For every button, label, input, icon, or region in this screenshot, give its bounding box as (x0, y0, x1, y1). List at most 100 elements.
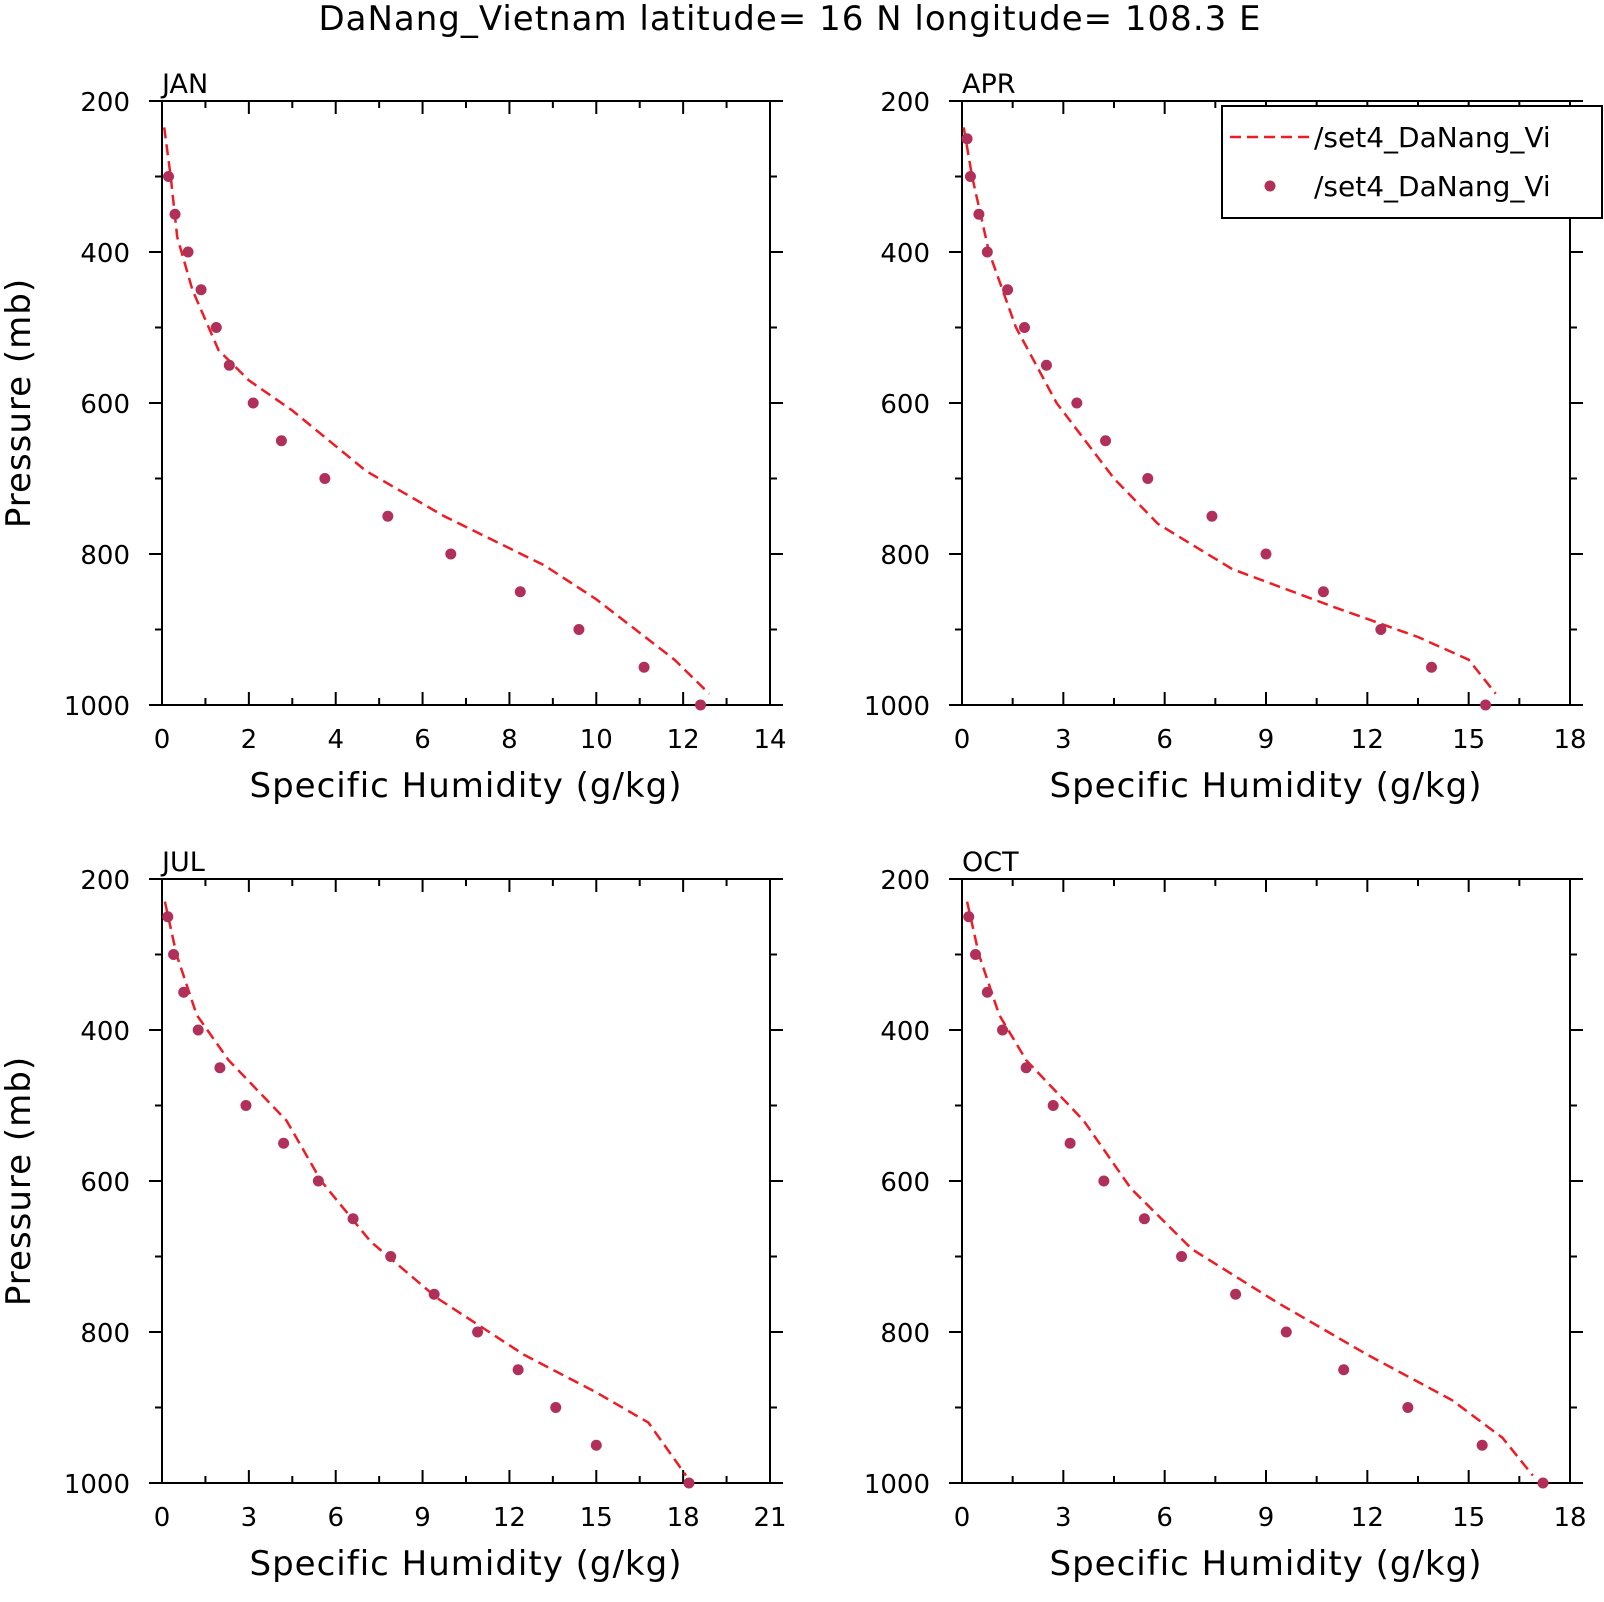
obs-data-point (997, 1024, 1009, 1036)
obs-data-point (195, 284, 207, 296)
obs-data-point (970, 949, 982, 960)
x-tick-label: 9 (1258, 725, 1275, 755)
obs-data-point (1338, 1364, 1350, 1376)
x-tick-label: 6 (1156, 725, 1173, 755)
obs-data-point (512, 1364, 524, 1376)
x-tick-label: 15 (1452, 725, 1485, 755)
panel-label: APR (962, 69, 1016, 100)
obs-data-point (214, 1062, 226, 1074)
obs-data-point (1280, 1326, 1292, 1338)
obs-data-point (312, 1175, 324, 1187)
obs-data-point (1426, 661, 1438, 673)
obs-data-point (514, 586, 526, 598)
obs-data-point (1002, 284, 1014, 296)
y-tick-label: 1000 (64, 1470, 130, 1500)
y-tick-label: 1000 (864, 1470, 930, 1500)
obs-data-point (1476, 1439, 1488, 1451)
x-tick-label: 9 (414, 1503, 431, 1533)
plot-frame (961, 878, 1571, 1484)
obs-data-point (573, 624, 585, 635)
obs-data-point (1317, 586, 1329, 598)
plot-frame (161, 878, 771, 1484)
x-tick-label: 15 (580, 1503, 613, 1533)
obs-data-point (445, 548, 457, 560)
model-profile-line (163, 901, 688, 1477)
chart-panel-apr: APR 0 3 6 9 12 15 18 200 400 600 800 1000 Specific Hu… (864, 69, 1587, 806)
y-tick-label: 600 (80, 1168, 130, 1198)
y-tick-label: 600 (80, 390, 130, 420)
y-tick-label: 400 (80, 239, 130, 269)
x-tick-label: 12 (493, 1503, 526, 1533)
x-tick-label: 6 (414, 725, 431, 755)
y-tick-label: 800 (880, 541, 930, 571)
obs-data-point (1020, 1062, 1032, 1074)
x-axis-label: Specific Humidity (g/kg) (1050, 1544, 1483, 1584)
y-axis-label: Pressure (mb) (0, 278, 39, 528)
obs-data-point (1480, 699, 1492, 711)
y-axis-label: Pressure (mb) (0, 1056, 39, 1306)
panel-label: JAN (160, 69, 208, 100)
y-tick-label: 600 (880, 390, 930, 420)
y-tick-label: 1000 (64, 692, 130, 722)
obs-data-point (963, 911, 975, 923)
obs-data-point (683, 1477, 695, 1489)
obs-data-point (981, 246, 993, 258)
obs-data-point (961, 133, 973, 145)
obs-data-point (973, 208, 985, 220)
obs-data-point (638, 661, 650, 673)
y-tick-label: 800 (80, 541, 130, 571)
obs-data-point (1018, 322, 1030, 333)
chart-panel-oct: OCT 0 3 6 9 12 15 18 200 400 600 800 1000 Specific Hu… (864, 847, 1587, 1584)
chart-panel-jul: JUL 0 3 6 9 12 15 18 21 200 400 600 800 1000 Specific … (0, 847, 787, 1584)
obs-data-point (1537, 1477, 1549, 1489)
obs-data-point (178, 986, 190, 998)
x-tick-label: 12 (1351, 1503, 1384, 1533)
x-tick-label: 2 (241, 725, 258, 755)
obs-data-point (319, 473, 331, 484)
x-tick-label: 0 (954, 1503, 971, 1533)
obs-data-point (1176, 1251, 1188, 1262)
y-tick-label: 200 (880, 88, 930, 118)
obs-data-point (275, 435, 287, 447)
legend-label: /set4_DaNang_Vi (1314, 170, 1551, 203)
obs-data-point (1230, 1288, 1242, 1300)
obs-data-point (182, 246, 194, 258)
y-tick-label: 200 (80, 866, 130, 896)
x-axis-label: Specific Humidity (g/kg) (1050, 766, 1483, 806)
x-tick-label: 9 (1258, 1503, 1275, 1533)
obs-data-point (1375, 624, 1387, 635)
x-tick-label: 3 (1055, 725, 1072, 755)
obs-data-point (382, 510, 394, 522)
legend-label: /set4_DaNang_Vi (1314, 121, 1551, 154)
obs-data-point (472, 1326, 484, 1338)
x-tick-label: 3 (241, 1503, 258, 1533)
obs-data-point (163, 171, 175, 182)
x-tick-label: 18 (667, 1503, 700, 1533)
obs-data-point (550, 1402, 562, 1413)
obs-data-point (347, 1213, 359, 1225)
obs-data-point (1098, 1175, 1110, 1187)
obs-data-point (223, 359, 235, 371)
obs-data-point (981, 986, 993, 998)
obs-data-point (1142, 473, 1154, 484)
x-tick-label: 14 (753, 725, 786, 755)
y-tick-label: 200 (880, 866, 930, 896)
obs-data-point (168, 949, 180, 960)
obs-data-point (695, 699, 707, 711)
x-tick-label: 3 (1055, 1503, 1072, 1533)
x-tick-label: 6 (327, 1503, 344, 1533)
obs-data-point (1206, 510, 1218, 522)
x-tick-label: 18 (1553, 1503, 1586, 1533)
y-tick-label: 400 (80, 1017, 130, 1047)
y-tick-label: 400 (880, 1017, 930, 1047)
x-tick-label: 18 (1553, 725, 1586, 755)
panel-label: JUL (160, 847, 205, 878)
y-tick-label: 1000 (864, 692, 930, 722)
x-axis-label: Specific Humidity (g/kg) (250, 1544, 683, 1584)
obs-data-point (1040, 359, 1052, 371)
x-tick-label: 6 (1156, 1503, 1173, 1533)
x-tick-label: 15 (1452, 1503, 1485, 1533)
x-tick-label: 0 (154, 725, 171, 755)
x-tick-label: 4 (327, 725, 344, 755)
